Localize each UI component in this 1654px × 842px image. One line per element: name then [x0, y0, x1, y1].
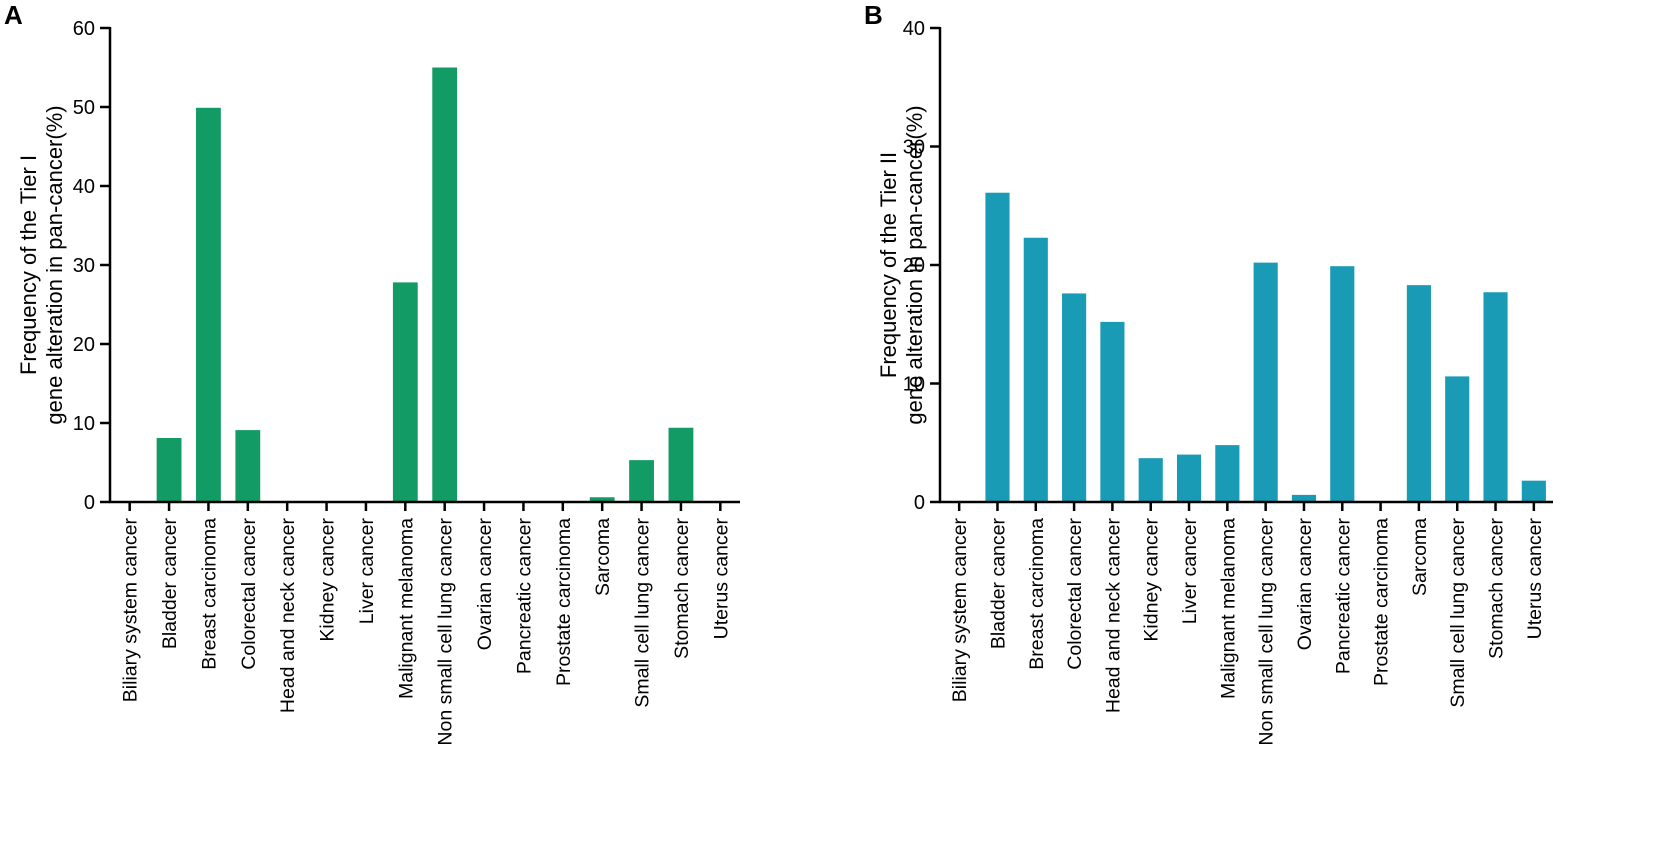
panel-a-bars — [156, 67, 694, 502]
panel-b-xlabel-sarcoma: Sarcoma — [1409, 518, 1431, 596]
panel-a-ylabel-line1: Frequency of the Tier I — [16, 155, 41, 375]
panel-b-xlabel-stomach-cancer: Stomach cancer — [1486, 518, 1508, 659]
panel-b-ytick-label-20: 20 — [903, 255, 925, 277]
panel-b-xlabel-small-cell-lung-cancer: Small cell lung cancer — [1447, 517, 1469, 707]
panel-b-bar-small-cell-lung-cancer — [1445, 376, 1470, 502]
panel-a-bar-non-small-cell-lung-cancer — [432, 67, 458, 502]
panel-a-xlabel-biliary-system-cancer: Biliary system cancer — [120, 518, 142, 703]
panel-b-xlabel-prostate-carcinoma: Prostate carcinoma — [1371, 518, 1393, 686]
panel-b-xlabel-malignant-melanoma: Malignant melanoma — [1217, 518, 1239, 699]
panel-b-bar-stomach-cancer — [1483, 292, 1508, 502]
panel-a-ylabel-line2: gene alteration in pan-cancer(%) — [42, 105, 67, 424]
panel-a-xlabel-malignant-melanoma: Malignant melanoma — [395, 518, 417, 699]
panel-b-xlabel-pancreatic-cancer: Pancreatic cancer — [1332, 517, 1354, 674]
panel-b-xlabel-biliary-system-cancer: Biliary system cancer — [949, 518, 971, 703]
panel-a-xlabel-sarcoma: Sarcoma — [592, 518, 614, 596]
panel-a-bar-bladder-cancer — [156, 438, 182, 502]
panel-b-bar-liver-cancer — [1176, 454, 1202, 502]
panel-b-bar-uterus-cancer — [1521, 480, 1546, 502]
panel-a-bar-breast-carcinoma — [196, 107, 221, 502]
panel-a-ytick-label-10: 10 — [73, 413, 95, 435]
panel-a-bar-sarcoma — [589, 497, 615, 502]
panel-b-xlabel-kidney-cancer: Kidney cancer — [1141, 518, 1163, 642]
panel-b-bar-kidney-cancer — [1138, 458, 1163, 502]
panel-a-bar-small-cell-lung-cancer — [629, 460, 654, 502]
panel-b-xlabel-head-and-neck-cancer: Head and neck cancer — [1102, 517, 1124, 713]
panel-b-bar-sarcoma — [1406, 285, 1431, 502]
panel-b-xlabel-colorectal-cancer: Colorectal cancer — [1064, 517, 1086, 669]
panel-b-ylabel-line1: Frequency of the Tier II — [876, 152, 901, 378]
panel-b-ytick-label-10: 10 — [903, 374, 925, 396]
panel-a-xlabel-non-small-cell-lung-cancer: Non small cell lung cancer — [435, 518, 457, 746]
panel-b-ytick-label-0: 0 — [914, 492, 925, 514]
panel-a-bar-malignant-melanoma — [392, 282, 418, 502]
panel-b-letter: B — [864, 0, 883, 30]
panel-b-xlabel-bladder-cancer: Bladder cancer — [987, 518, 1009, 650]
panel-a-xlabel-bladder-cancer: Bladder cancer — [159, 518, 181, 650]
panel-b-ytick-label-40: 40 — [903, 18, 925, 40]
panel-a-xlabel-liver-cancer: Liver cancer — [356, 518, 378, 625]
panel-a-ytick-label-0: 0 — [84, 492, 95, 514]
panel-a-xlabels: Biliary system cancer Bladder cancer Breas… — [120, 502, 732, 746]
panel-b-bar-colorectal-cancer — [1062, 293, 1087, 502]
panel-a-ytick-label-30: 30 — [73, 255, 95, 277]
panel-b-xlabels: Biliary system cancer Bladder cancer Breas… — [949, 502, 1546, 746]
panel-b-bar-head-and-neck-cancer — [1100, 321, 1125, 502]
panel-a-xlabel-uterus-cancer: Uterus cancer — [710, 518, 732, 640]
panel-b: B Frequency of the Tier II gene alterati… — [864, 0, 1553, 746]
panel-a-xlabel-breast-carcinoma: Breast carcinoma — [198, 518, 220, 670]
panel-a: A Frequency of the Tier I gene alteratio… — [4, 0, 740, 746]
panel-a-xlabel-stomach-cancer: Stomach cancer — [671, 518, 693, 659]
panel-a-ytick-label-50: 50 — [73, 97, 95, 119]
panel-b-bar-bladder-cancer — [985, 192, 1010, 502]
panel-a-ytick-label-40: 40 — [73, 176, 95, 198]
panel-b-xlabel-liver-cancer: Liver cancer — [1179, 518, 1201, 625]
panel-b-bar-breast-carcinoma — [1023, 237, 1048, 502]
panel-b-bar-malignant-melanoma — [1215, 445, 1240, 502]
panel-a-xlabel-kidney-cancer: Kidney cancer — [317, 518, 339, 642]
panel-a-bar-stomach-cancer — [668, 427, 694, 502]
panel-b-bar-ovarian-cancer — [1291, 494, 1317, 502]
panel-b-bar-non-small-cell-lung-cancer — [1253, 262, 1278, 502]
panel-a-ytick-label-20: 20 — [73, 334, 95, 356]
panel-a-xlabel-ovarian-cancer: Ovarian cancer — [474, 518, 496, 651]
panel-b-ytick-label-30: 30 — [903, 137, 925, 159]
panel-b-yticks: 0 10 20 30 40 — [903, 18, 940, 514]
panel-a-xlabel-small-cell-lung-cancer: Small cell lung cancer — [632, 517, 654, 707]
panel-a-xlabel-pancreatic-cancer: Pancreatic cancer — [513, 517, 535, 674]
panel-a-xlabel-prostate-carcinoma: Prostate carcinoma — [553, 518, 575, 686]
panel-a-yticks: 0 10 20 30 40 50 60 — [73, 18, 110, 514]
panel-b-xlabel-breast-carcinoma: Breast carcinoma — [1026, 518, 1048, 670]
panel-b-xlabel-uterus-cancer: Uterus cancer — [1524, 518, 1546, 640]
panel-b-ylabel-line2: gene alteration in pan-cancer(%) — [902, 105, 927, 424]
panel-b-xlabel-ovarian-cancer: Ovarian cancer — [1294, 518, 1316, 651]
panel-a-xlabel-head-and-neck-cancer: Head and neck cancer — [277, 517, 299, 713]
panel-a-xlabel-colorectal-cancer: Colorectal cancer — [238, 517, 260, 669]
panel-b-xlabel-non-small-cell-lung-cancer: Non small cell lung cancer — [1256, 518, 1278, 746]
panel-a-ytick-label-60: 60 — [73, 18, 95, 40]
panel-a-letter: A — [4, 0, 23, 30]
panel-a-bar-colorectal-cancer — [235, 430, 261, 502]
panel-b-bars — [985, 192, 1546, 502]
panel-b-bar-pancreatic-cancer — [1330, 266, 1355, 502]
